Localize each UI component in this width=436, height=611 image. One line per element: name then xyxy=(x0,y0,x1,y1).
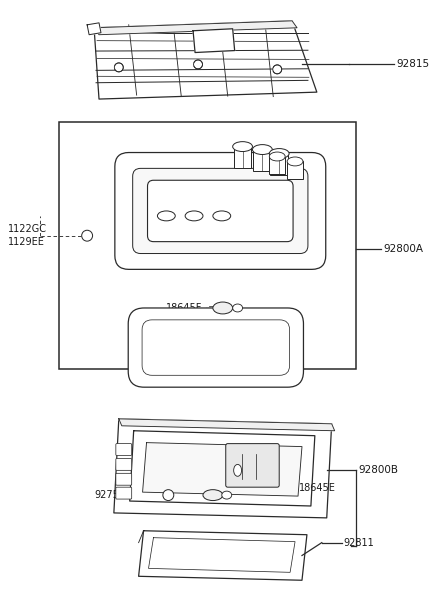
Ellipse shape xyxy=(157,211,175,221)
Ellipse shape xyxy=(233,142,252,152)
Polygon shape xyxy=(94,21,317,99)
Polygon shape xyxy=(139,531,307,580)
Text: 92811: 92811 xyxy=(344,538,375,547)
Bar xyxy=(59,122,357,370)
FancyBboxPatch shape xyxy=(133,169,308,254)
FancyBboxPatch shape xyxy=(116,474,132,485)
FancyBboxPatch shape xyxy=(115,153,326,269)
Ellipse shape xyxy=(222,491,232,499)
Ellipse shape xyxy=(252,145,272,155)
Text: 92812: 92812 xyxy=(146,362,177,372)
Bar xyxy=(270,153,288,175)
FancyBboxPatch shape xyxy=(128,308,303,387)
Polygon shape xyxy=(119,419,335,431)
Ellipse shape xyxy=(269,148,289,158)
Circle shape xyxy=(114,63,123,72)
Ellipse shape xyxy=(213,211,231,221)
Polygon shape xyxy=(114,419,332,518)
Ellipse shape xyxy=(269,152,285,161)
Text: 18645E: 18645E xyxy=(299,483,336,493)
Polygon shape xyxy=(143,442,302,496)
FancyBboxPatch shape xyxy=(142,320,290,375)
Bar xyxy=(234,147,252,169)
FancyBboxPatch shape xyxy=(116,487,132,499)
Polygon shape xyxy=(149,538,295,573)
Ellipse shape xyxy=(287,157,303,166)
Text: 1129EE: 1129EE xyxy=(8,236,45,247)
Ellipse shape xyxy=(213,302,233,314)
Text: 1122GC: 1122GC xyxy=(8,224,47,234)
Circle shape xyxy=(163,489,174,500)
Bar xyxy=(287,161,303,179)
Text: 92800B: 92800B xyxy=(358,466,399,475)
Polygon shape xyxy=(193,29,235,53)
Ellipse shape xyxy=(233,304,242,312)
Ellipse shape xyxy=(234,464,242,477)
Polygon shape xyxy=(94,21,297,35)
Bar xyxy=(269,156,285,174)
FancyBboxPatch shape xyxy=(226,444,279,487)
Circle shape xyxy=(273,65,282,74)
Text: 92755: 92755 xyxy=(94,490,125,500)
FancyBboxPatch shape xyxy=(116,458,132,470)
FancyBboxPatch shape xyxy=(147,180,293,241)
Ellipse shape xyxy=(185,211,203,221)
Ellipse shape xyxy=(203,489,223,500)
FancyBboxPatch shape xyxy=(116,444,132,456)
Circle shape xyxy=(82,230,92,241)
Circle shape xyxy=(194,60,202,69)
Polygon shape xyxy=(87,23,101,35)
Text: 92815: 92815 xyxy=(396,59,429,70)
Bar xyxy=(253,150,271,171)
Polygon shape xyxy=(129,431,315,506)
Text: 18645F: 18645F xyxy=(167,303,203,313)
Text: 92800A: 92800A xyxy=(383,244,423,254)
